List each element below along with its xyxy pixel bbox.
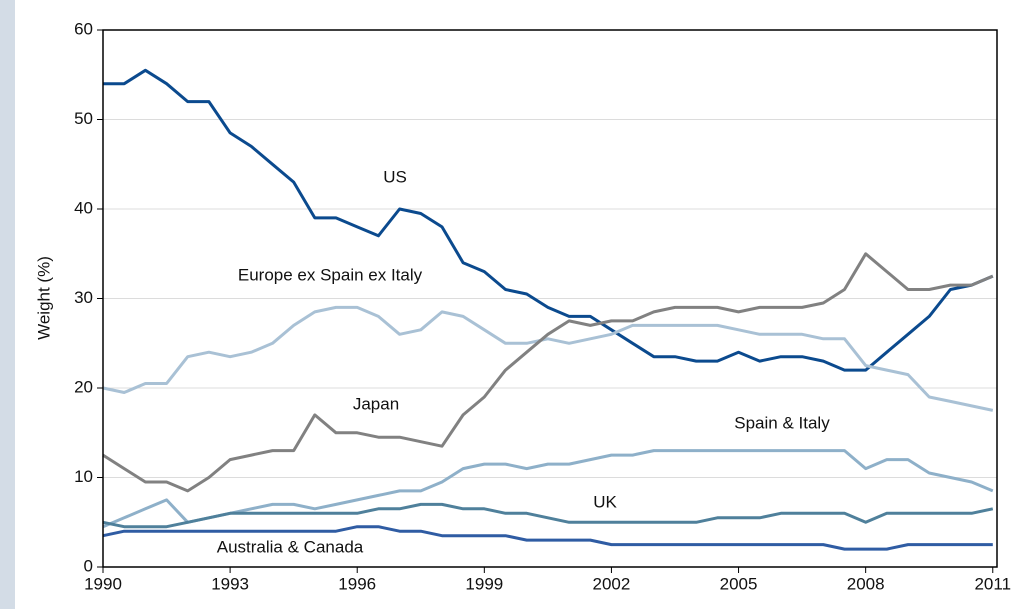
y-tick-label: 60 — [74, 19, 93, 38]
y-tick-label: 30 — [74, 288, 93, 307]
x-tick-label: 2011 — [974, 574, 1011, 593]
series-label: Europe ex Spain ex Italy — [238, 265, 423, 284]
series-line — [102, 449, 994, 529]
side-strip — [0, 0, 15, 609]
x-tick-label: 1999 — [465, 574, 503, 593]
y-tick-label: 50 — [74, 109, 93, 128]
x-tick-label: 1993 — [211, 574, 249, 593]
series-line — [103, 68, 994, 372]
x-tick-label: 2008 — [847, 574, 885, 593]
series-line — [102, 525, 993, 551]
x-tick-label: 1990 — [84, 574, 122, 593]
series-label: Spain & Italy — [734, 413, 830, 432]
y-tick-label: 40 — [74, 198, 93, 217]
series-label: UK — [593, 492, 617, 511]
series-line — [102, 305, 994, 412]
y-tick-label: 20 — [74, 377, 93, 396]
series-label: Australia & Canada — [217, 537, 364, 556]
x-tick-label: 2005 — [720, 574, 758, 593]
x-tick-label: 1996 — [338, 574, 376, 593]
series-line — [102, 502, 994, 529]
x-tick-label: 2002 — [593, 574, 631, 593]
series-label: US — [383, 167, 407, 186]
y-tick-label: 10 — [74, 467, 93, 486]
series-label: Japan — [353, 394, 399, 413]
series-line — [102, 252, 994, 493]
plot-frame — [102, 29, 998, 568]
y-tick-label: 0 — [84, 556, 93, 575]
y-axis-title: Weight (%) — [34, 256, 53, 340]
